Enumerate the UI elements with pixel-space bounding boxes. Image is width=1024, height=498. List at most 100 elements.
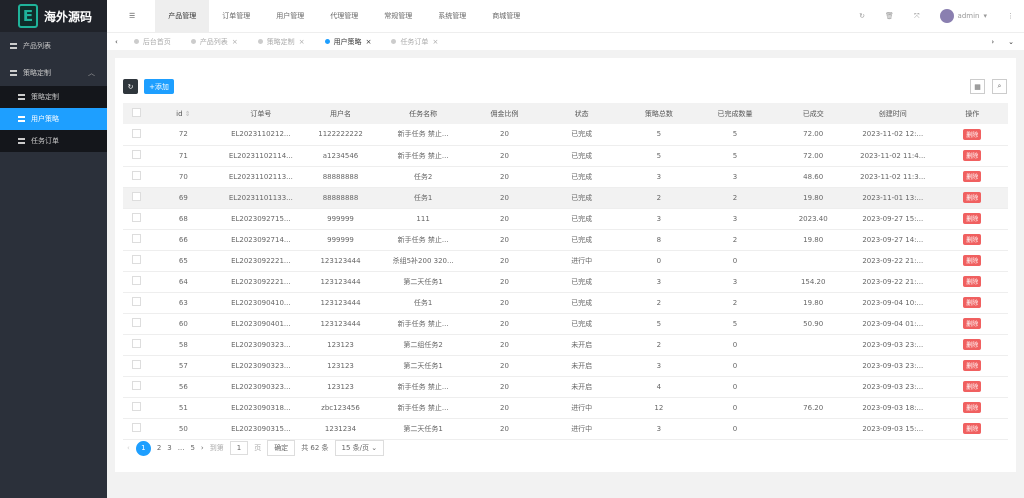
row-checkbox[interactable] xyxy=(123,124,151,146)
page-button[interactable]: 1 xyxy=(135,440,151,456)
column-header[interactable]: id ⇕ xyxy=(150,103,217,124)
row-checkbox[interactable] xyxy=(123,208,151,230)
delete-button[interactable]: 删除 xyxy=(963,213,982,224)
table-row[interactable]: 72 EL2023110212... 1122222222 新手任务 禁止... 20 已… xyxy=(123,124,1008,146)
refresh-button[interactable]: ↻ xyxy=(123,79,138,94)
top-menu-item[interactable]: 订单管理 xyxy=(222,12,251,20)
row-checkbox[interactable] xyxy=(123,397,151,419)
page-input[interactable]: 1 xyxy=(229,441,249,455)
row-checkbox[interactable] xyxy=(123,271,151,293)
tab-label: 策略定制 xyxy=(266,37,295,46)
add-button[interactable]: +添加 xyxy=(144,79,174,94)
table-row[interactable]: 63 EL2023090410... 123123444 任务1 20 已完成 2 2 19.8… xyxy=(123,292,1008,314)
sidebar-item-strategy[interactable]: 策略定制 ︿ xyxy=(0,59,107,86)
user-menu[interactable]: admin ▾ xyxy=(939,9,987,23)
tab-item[interactable]: 产品列表 × xyxy=(181,37,248,47)
sidebar-item-user-strategy[interactable]: 用户策略 xyxy=(0,108,107,130)
menu-toggle-icon[interactable]: ☰ xyxy=(129,12,136,20)
table-row[interactable]: 57 EL2023090323... 123123 第二天任务1 20 未开启 3 0 2023… xyxy=(123,355,1008,377)
row-checkbox[interactable] xyxy=(123,313,151,335)
top-menu-item[interactable]: 用户管理 xyxy=(276,12,305,20)
page-size-select[interactable]: 15 条/页 ⌄ xyxy=(334,440,385,456)
page-button[interactable]: 3 xyxy=(167,444,172,452)
table-row[interactable]: 65 EL2023092221... 123123444 杀组5补200 320...… xyxy=(123,250,1008,272)
delete-button[interactable]: 删除 xyxy=(963,171,982,182)
table-row[interactable]: 71 EL20231102114... a1234546 新手任务 禁止... 20 已完… xyxy=(123,145,1008,167)
table-row[interactable]: 56 EL2023090323... 123123 新手任务 禁止... 20 未开启 4 0… xyxy=(123,376,1008,398)
delete-button[interactable]: 删除 xyxy=(963,255,982,266)
close-icon[interactable]: × xyxy=(365,37,372,46)
delete-button[interactable]: 删除 xyxy=(963,381,982,392)
top-menu-item[interactable]: 代理管理 xyxy=(330,12,359,20)
refresh-icon[interactable]: ↻ xyxy=(859,12,866,20)
close-icon[interactable]: × xyxy=(298,37,305,46)
tab-item[interactable]: 任务订单 × xyxy=(381,37,448,47)
top-menu-item[interactable]: 商城管理 xyxy=(492,12,521,20)
table-row[interactable]: 68 EL2023092715... 999999 111 20 已完成 3 3 2023.40… xyxy=(123,208,1008,230)
close-icon[interactable]: × xyxy=(231,37,238,46)
delete-button[interactable]: 删除 xyxy=(963,297,982,308)
column-header: 佣金比例 xyxy=(470,103,539,124)
table-row[interactable]: 64 EL2023092221... 123123444 第二天任务1 20 已完成 3 3 1… xyxy=(123,271,1008,293)
tab-item[interactable]: 策略定制 × xyxy=(248,37,315,47)
delete-button[interactable]: 删除 xyxy=(963,423,982,434)
more-icon[interactable]: ⋮ xyxy=(1007,12,1014,20)
tab-item[interactable]: 后台首页 xyxy=(124,37,181,47)
checkbox xyxy=(132,276,142,285)
page-button[interactable]: 2 xyxy=(156,444,162,452)
checkbox xyxy=(132,318,142,327)
row-checkbox[interactable] xyxy=(123,145,151,167)
trash-icon[interactable]: 🗑 xyxy=(885,12,894,20)
delete-button[interactable]: 删除 xyxy=(963,276,982,287)
table-cell: 72.00 xyxy=(777,124,849,146)
table-row[interactable]: 58 EL2023090323... 123123 第二组任务2 20 未开启 2 0 2023… xyxy=(123,334,1008,356)
delete-button[interactable]: 删除 xyxy=(963,234,982,245)
table-row[interactable]: 70 EL20231102113... 88888888 任务2 20 已完成 3 3 48.6… xyxy=(123,166,1008,188)
prev-page-icon[interactable]: ‹ xyxy=(127,444,130,452)
tab-item[interactable]: 用户策略 × xyxy=(315,37,382,47)
tabs-scroll-left-icon[interactable]: ‹ xyxy=(115,37,118,46)
chevron-down-icon[interactable]: ⌄ xyxy=(1008,37,1014,46)
row-checkbox[interactable] xyxy=(123,292,151,314)
table-row[interactable]: 50 EL2023090315... 1231234 第二天任务1 20 进行中 3 0 202… xyxy=(123,418,1008,440)
row-checkbox[interactable] xyxy=(123,334,151,356)
top-menu-item[interactable]: 系统管理 xyxy=(438,12,467,20)
row-checkbox[interactable] xyxy=(123,250,151,272)
tab-label: 产品列表 xyxy=(199,37,228,46)
delete-button[interactable]: 删除 xyxy=(963,360,982,371)
sidebar-item-product-list[interactable]: 产品列表 xyxy=(0,32,107,59)
table-row[interactable]: 51 EL2023090318... zbc123456 新手任务 禁止... 20 进行… xyxy=(123,397,1008,419)
columns-icon[interactable]: ▦ xyxy=(970,79,985,94)
delete-button[interactable]: 删除 xyxy=(963,128,982,140)
sidebar-item-strategy-custom[interactable]: 策略定制 xyxy=(0,86,107,108)
delete-button[interactable]: 删除 xyxy=(963,318,982,329)
select-all-checkbox[interactable] xyxy=(123,103,151,124)
delete-button[interactable]: 删除 xyxy=(963,150,982,161)
table-row[interactable]: 60 EL2023090401... 123123444 新手任务 禁止... 20 已完… xyxy=(123,313,1008,335)
sidebar-item-task-orders[interactable]: 任务订单 xyxy=(0,130,107,152)
page-button[interactable]: 5 xyxy=(190,444,195,452)
delete-button[interactable]: 删除 xyxy=(963,339,982,350)
row-checkbox[interactable] xyxy=(123,376,151,398)
search-icon[interactable]: ⌕ xyxy=(992,79,1007,94)
sort-icon[interactable]: ⇕ xyxy=(182,109,191,118)
row-checkbox[interactable] xyxy=(123,355,151,377)
row-checkbox[interactable] xyxy=(123,166,151,188)
top-menu-item[interactable]: 常规管理 xyxy=(384,12,413,20)
row-checkbox[interactable] xyxy=(123,187,151,209)
tabs-scroll-right-icon[interactable]: › xyxy=(991,37,995,46)
row-checkbox[interactable] xyxy=(123,229,151,251)
list-icon xyxy=(18,94,25,100)
table-row[interactable]: 66 EL2023092714... 999999 新手任务 禁止... 20 已完成 8 2… xyxy=(123,229,1008,251)
checkbox xyxy=(132,402,142,411)
fullscreen-icon[interactable]: ⤧ xyxy=(913,11,920,20)
delete-button[interactable]: 删除 xyxy=(963,402,982,413)
top-menu-item[interactable]: 产品管理 xyxy=(155,0,210,32)
table-row[interactable]: 69 EL20231101133... 88888888 任务1 20 已完成 2 2 19.8… xyxy=(123,187,1008,209)
confirm-button[interactable]: 确定 xyxy=(267,440,296,456)
tab-label: 任务订单 xyxy=(400,37,429,46)
delete-button[interactable]: 删除 xyxy=(963,192,982,203)
next-page-icon[interactable]: › xyxy=(200,444,204,452)
row-checkbox[interactable] xyxy=(123,418,151,440)
close-icon[interactable]: × xyxy=(432,37,439,46)
